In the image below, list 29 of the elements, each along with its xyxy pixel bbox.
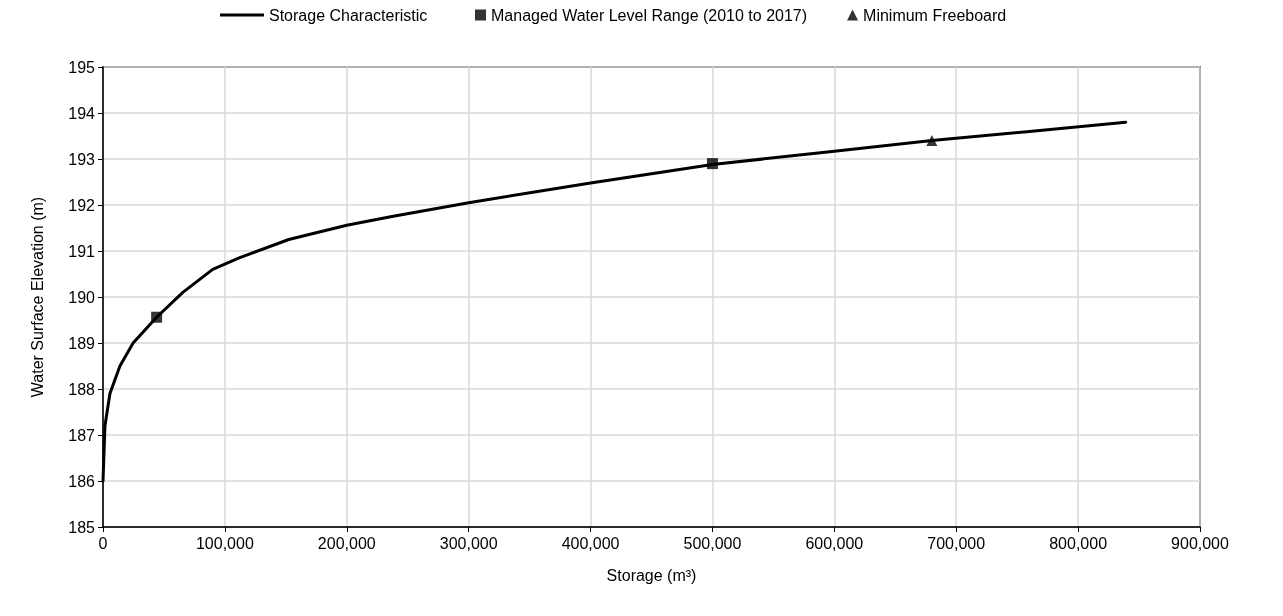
legend-label: Storage Characteristic xyxy=(269,6,428,24)
y-tick-label: 189 xyxy=(68,334,96,352)
x-tick-label: 0 xyxy=(98,534,108,552)
y-tick-label: 191 xyxy=(68,242,96,260)
point xyxy=(926,135,938,147)
point xyxy=(151,311,163,323)
y-tick-label: 194 xyxy=(68,104,96,122)
x-tick-label: 100,000 xyxy=(195,534,254,552)
x-tick-label: 900,000 xyxy=(1171,534,1230,552)
y-axis-title: Water Surface Elevation (m) xyxy=(28,196,46,398)
legend-label: Minimum Freeboard xyxy=(863,6,1007,24)
x-tick-label: 300,000 xyxy=(439,534,498,552)
y-tick-label: 188 xyxy=(68,380,96,398)
y-tick-label: 187 xyxy=(68,426,96,444)
legend-label: Managed Water Level Range (2010 to 2017) xyxy=(491,6,808,24)
y-tick-label: 195 xyxy=(68,58,96,76)
x-tick-label: 700,000 xyxy=(927,534,986,552)
x-tick-label: 800,000 xyxy=(1049,534,1108,552)
y-tick-label: 190 xyxy=(68,288,96,306)
y-tick-label: 193 xyxy=(68,150,96,168)
x-tick-label: 600,000 xyxy=(805,534,864,552)
x-axis-title: Storage (m³) xyxy=(606,566,697,584)
point xyxy=(706,158,718,170)
x-tick-label: 200,000 xyxy=(317,534,376,552)
y-tick-label: 186 xyxy=(68,472,96,490)
y-tick-label: 192 xyxy=(68,196,96,214)
y-tick-label: 185 xyxy=(68,518,96,536)
x-tick-label: 400,000 xyxy=(561,534,620,552)
x-tick-label: 500,000 xyxy=(683,534,742,552)
